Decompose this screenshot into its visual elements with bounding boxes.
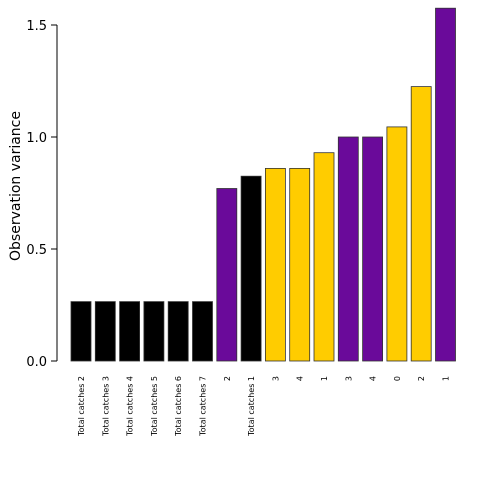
- x-tick-label: 4: [296, 376, 305, 381]
- bar: [337, 136, 359, 362]
- bar: [410, 86, 432, 362]
- x-tick-label: Total catches 5: [150, 376, 159, 437]
- bar: [70, 301, 92, 362]
- x-tick-label: Total catches 1: [247, 376, 256, 437]
- x-tick-label: 1: [320, 376, 329, 381]
- y-tick-label: 0.0: [26, 355, 47, 370]
- x-tick-label: 3: [271, 376, 280, 381]
- bar: [386, 126, 408, 362]
- bar: [216, 188, 238, 362]
- bar: [240, 175, 262, 362]
- x-tick-label: Total catches 4: [126, 376, 135, 437]
- bars-group: [70, 7, 456, 362]
- x-tick-label: 2: [417, 376, 426, 381]
- x-tick-labels: Total catches 2 Total catches 3 Total catc…: [77, 376, 451, 437]
- bar: [143, 301, 165, 362]
- bar: [264, 167, 286, 362]
- y-tick-label: 0.5: [26, 243, 47, 258]
- x-tick-label: Total catches 6: [174, 376, 183, 437]
- x-tick-label: Total catches 7: [199, 376, 208, 437]
- x-tick-label: 2: [223, 376, 232, 381]
- x-tick-label: Total catches 2: [77, 376, 86, 437]
- bar: [94, 301, 116, 362]
- y-axis: 0.0 0.5 1.0 1.5: [26, 19, 58, 370]
- bar: [167, 301, 189, 362]
- x-tick-label: Total catches 3: [101, 376, 110, 437]
- bar: [192, 301, 213, 362]
- y-tick-label: 1.0: [26, 131, 47, 146]
- bar: [435, 7, 456, 362]
- bar: [289, 167, 311, 362]
- x-tick-label: 3: [344, 376, 353, 381]
- y-axis-label: Observation variance: [8, 111, 24, 261]
- bar: [119, 301, 140, 362]
- bar: [313, 152, 335, 362]
- y-tick-label: 1.5: [26, 19, 47, 34]
- x-tick-label: 1: [442, 376, 451, 381]
- x-tick-label: 4: [369, 376, 378, 381]
- x-tick-label: 0: [393, 376, 402, 381]
- bar: [362, 136, 384, 362]
